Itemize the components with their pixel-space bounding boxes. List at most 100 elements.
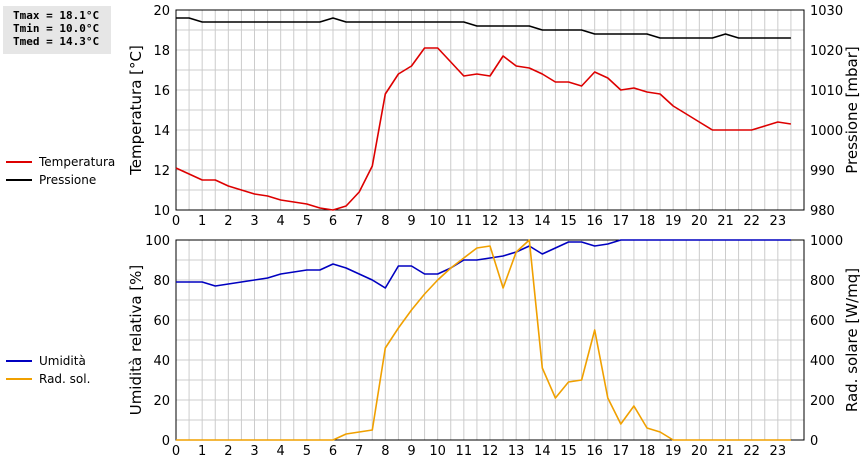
bottom-x-tick-label: 15 [560,444,577,459]
top-x-tick-label: 3 [250,214,258,229]
legend-label-rad-sol: Rad. sol. [39,372,91,386]
top-x-tick-label: 13 [508,214,525,229]
top-x-tick-label: 6 [329,214,337,229]
legend-swatch-umidita [6,360,32,362]
top-y2-tick-label: 1030 [810,4,843,19]
legend-swatch-pressione [6,179,32,181]
top-y2-tick-label: 1020 [810,44,843,59]
top-x-tick-label: 20 [691,214,708,229]
bottom-y-tick-label: 20 [153,394,170,409]
top-y-tick-label: 16 [153,84,170,99]
top-y-axis-title: Temperatura [°C] [127,45,145,176]
bottom-y2-tick-label: 0 [810,434,818,449]
top-x-tick-label: 14 [534,214,551,229]
top-x-tick-label: 21 [717,214,734,229]
top-y2-tick-label: 990 [810,164,835,179]
legend-swatch-rad-sol [6,378,32,380]
top-y2-tick-label: 980 [810,204,835,219]
stat-tmax: Tmax = 18.1°C [13,9,100,22]
stat-tmed: Tmed = 14.3°C [13,35,100,48]
legend-swatch-temperatura [6,161,32,163]
bottom-x-tick-label: 5 [303,444,311,459]
bottom-plot-frame [175,239,805,441]
bottom-x-tick-label: 11 [456,444,473,459]
top-x-tick-label: 7 [355,214,363,229]
top-series-line-pressione [176,17,791,39]
bottom-y2-tick-label: 1000 [810,234,843,249]
bottom-y2-axis-title: Rad. solare [W/mq] [843,268,860,412]
bottom-x-tick-label: 0 [172,444,180,459]
bottom-y2-tick-label: 200 [810,394,835,409]
top-series-line-temperatura [175,47,792,211]
bottom-x-tick-label: 7 [355,444,363,459]
bottom-x-tick-label: 8 [381,444,389,459]
bottom-y-tick-label: 0 [162,434,170,449]
top-y-tick-label: 10 [153,204,170,219]
top-x-tick-label: 15 [560,214,577,229]
bottom-y-tick-label: 40 [153,354,170,369]
top-x-tick-label: 16 [586,214,603,229]
bottom-y2-tick-label: 600 [810,314,835,329]
legend-label-umidita: Umidità [39,354,86,368]
top-y2-axis-title: Pressione [mbar] [843,46,860,174]
top-y-tick-label: 18 [153,44,170,59]
bottom-x-tick-label: 6 [329,444,337,459]
bottom-y-tick-label: 60 [153,314,170,329]
top-y-tick-label: 14 [153,124,170,139]
top-x-tick-label: 4 [277,214,285,229]
legend-label-pressione: Pressione [39,173,97,187]
top-x-tick-label: 19 [665,214,682,229]
top-x-tick-label: 5 [303,214,311,229]
top-plot-frame [175,9,805,211]
legend-label-temperatura: Temperatura [39,155,116,169]
stat-tmin: Tmin = 10.0°C [13,22,100,35]
bottom-x-tick-label: 22 [743,444,760,459]
top-x-tick-label: 23 [770,214,787,229]
bottom-y-axis-title: Umidità relativa [%] [127,265,145,416]
bottom-x-tick-label: 3 [250,444,258,459]
legend-item-pressione: Pressione [6,171,115,189]
top-x-tick-label: 1 [198,214,206,229]
bottom-x-tick-label: 14 [534,444,551,459]
bottom-y2-tick-label: 400 [810,354,835,369]
legend-item-temperatura: Temperatura [6,153,115,171]
top-y-tick-label: 20 [153,4,170,19]
bottom-x-tick-label: 9 [407,444,415,459]
top-x-tick-label: 9 [407,214,415,229]
legend-bottom: Umidità Rad. sol. [6,352,90,388]
top-x-tick-label: 2 [224,214,232,229]
stats-box: Tmax = 18.1°C Tmin = 10.0°C Tmed = 14.3°… [3,6,111,54]
legend-item-rad-sol: Rad. sol. [6,370,90,388]
top-y2-tick-label: 1000 [810,124,843,139]
top-x-tick-label: 10 [429,214,446,229]
bottom-x-tick-label: 20 [691,444,708,459]
bottom-x-tick-label: 1 [198,444,206,459]
bottom-x-tick-label: 4 [277,444,285,459]
bottom-x-tick-label: 10 [429,444,446,459]
top-x-tick-label: 18 [639,214,656,229]
bottom-x-tick-label: 16 [586,444,603,459]
bottom-x-tick-label: 19 [665,444,682,459]
top-x-tick-label: 12 [482,214,499,229]
top-y-tick-label: 12 [153,164,170,179]
bottom-y-tick-label: 80 [153,274,170,289]
bottom-y2-tick-label: 800 [810,274,835,289]
top-x-tick-label: 22 [743,214,760,229]
legend-top: Temperatura Pressione [6,153,115,189]
bottom-series-line-rad-sol [176,239,791,441]
top-x-tick-label: 0 [172,214,180,229]
bottom-series-line-umidit [176,239,791,289]
top-x-tick-label: 11 [456,214,473,229]
bottom-y-tick-label: 100 [145,234,170,249]
bottom-x-tick-label: 12 [482,444,499,459]
bottom-x-tick-label: 2 [224,444,232,459]
bottom-x-tick-label: 17 [613,444,630,459]
top-y2-tick-label: 1010 [810,84,843,99]
legend-item-umidita: Umidità [6,352,90,370]
bottom-x-tick-label: 21 [717,444,734,459]
top-x-tick-label: 17 [613,214,630,229]
bottom-x-tick-label: 13 [508,444,525,459]
top-x-tick-label: 8 [381,214,389,229]
bottom-x-tick-label: 18 [639,444,656,459]
